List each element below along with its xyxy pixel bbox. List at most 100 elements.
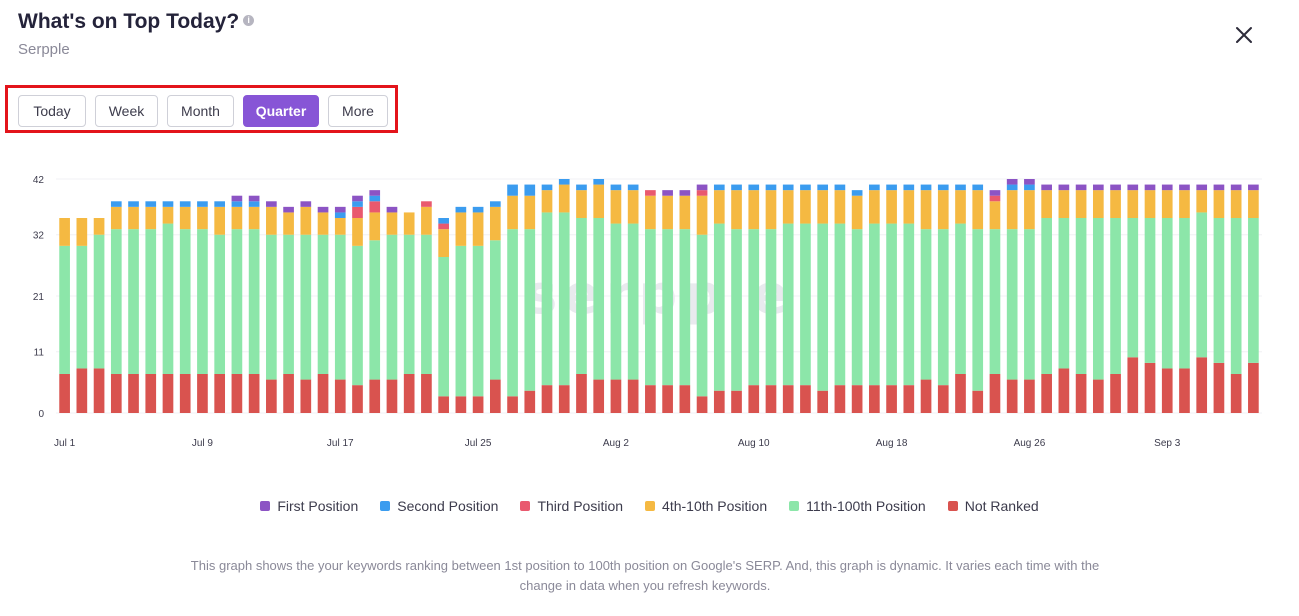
- bar-segment: [1024, 184, 1035, 191]
- bar-segment: [696, 195, 708, 235]
- info-icon[interactable]: i: [243, 14, 255, 26]
- bar-segment: [731, 390, 742, 413]
- bar-segment: [1196, 190, 1208, 213]
- page-subtitle: Serpple: [18, 41, 70, 58]
- tab-month[interactable]: Month: [167, 95, 234, 127]
- bar-segment: [248, 206, 260, 230]
- bar-segment: [472, 245, 484, 397]
- bar-segment: [972, 390, 984, 413]
- bar-segment: [955, 223, 966, 374]
- bar-segment: [1006, 229, 1018, 380]
- bar-segment: [1041, 190, 1052, 218]
- bar-segment: [558, 179, 570, 185]
- bar-segment: [59, 374, 70, 413]
- bar-segment: [214, 201, 226, 207]
- bar-segment: [627, 223, 639, 380]
- bar-segment: [765, 385, 777, 413]
- bar-segment: [851, 195, 863, 230]
- bar-segment: [989, 201, 1001, 230]
- bar-segment: [386, 212, 398, 235]
- legend-item-not-ranked[interactable]: Not Ranked: [947, 498, 1039, 514]
- bar-segment: [1230, 218, 1242, 374]
- bar-segment: [59, 218, 70, 246]
- bar-segment: [920, 379, 932, 413]
- bar-segment: [231, 206, 243, 230]
- bar-segment: [1144, 190, 1156, 218]
- bar-segment: [1144, 184, 1156, 191]
- bar-segment: [438, 229, 449, 257]
- bar-segment: [920, 190, 932, 230]
- bar-segment: [610, 190, 622, 224]
- legend-item-first[interactable]: First Position: [260, 498, 358, 514]
- bar-segment: [369, 212, 381, 241]
- bar-segment: [765, 190, 777, 230]
- legend-swatch: [645, 501, 656, 511]
- x-tick-label: Jul 17: [327, 438, 354, 449]
- bar-segment: [472, 212, 484, 246]
- page-title: What's on Top Today? i: [18, 10, 255, 34]
- bar-segment: [576, 184, 587, 191]
- bar-segment: [1248, 218, 1259, 363]
- bar-segment: [1179, 184, 1190, 191]
- legend-swatch: [789, 501, 800, 511]
- bar-segment: [421, 234, 432, 374]
- bar-segment: [576, 218, 587, 374]
- bar-segment: [1075, 184, 1087, 191]
- bar-segment: [593, 179, 605, 185]
- bar-segment: [1110, 374, 1121, 413]
- bar-segment: [179, 374, 191, 413]
- bar-segment: [869, 190, 880, 224]
- bar-segment: [489, 240, 501, 380]
- tab-quarter[interactable]: Quarter: [243, 95, 319, 127]
- legend-item-4th-10th[interactable]: 4th-10th Position: [645, 498, 767, 514]
- bar-segment: [248, 195, 260, 202]
- bar-segment: [76, 218, 88, 246]
- legend-swatch: [947, 501, 958, 511]
- bar-segment: [1161, 218, 1173, 369]
- bar-segment: [369, 201, 381, 213]
- bar-segment: [1230, 184, 1242, 191]
- bar-segment: [558, 212, 570, 386]
- bar-segment: [145, 229, 157, 374]
- tab-more[interactable]: More: [328, 95, 388, 127]
- bar-segment: [197, 206, 208, 230]
- bar-segment: [558, 184, 570, 213]
- tab-week[interactable]: Week: [95, 95, 158, 127]
- bar-segment: [886, 190, 897, 224]
- bar-segment: [1092, 184, 1104, 191]
- bar-segment: [748, 229, 760, 386]
- legend-item-11th-100th[interactable]: 11th-100th Position: [789, 498, 926, 514]
- legend-label: Second Position: [397, 498, 499, 514]
- close-icon[interactable]: [1233, 24, 1255, 46]
- legend-item-third[interactable]: Third Position: [520, 498, 623, 514]
- bar-segment: [214, 374, 226, 413]
- bar-segment: [93, 234, 105, 369]
- bar-segment: [179, 201, 191, 207]
- bar-segment: [541, 184, 553, 191]
- bar-segment: [266, 234, 277, 380]
- y-tick-label: 21: [33, 292, 45, 303]
- bar-segment: [438, 218, 449, 224]
- bar-segment: [1127, 184, 1139, 191]
- bar-segment: [541, 385, 553, 413]
- legend-label: Third Position: [537, 498, 624, 514]
- bar-segment: [231, 374, 243, 413]
- bar-segment: [214, 234, 226, 374]
- bar-segment: [817, 223, 829, 391]
- bar-segment: [713, 184, 725, 191]
- bar-segment: [248, 229, 260, 374]
- tab-today[interactable]: Today: [18, 95, 86, 127]
- bar-segment: [300, 201, 312, 207]
- legend-item-second[interactable]: Second Position: [380, 498, 498, 514]
- bar-segment: [937, 229, 949, 386]
- y-tick-label: 32: [33, 231, 45, 242]
- bar-segment: [369, 240, 381, 380]
- bar-segment: [1075, 374, 1087, 413]
- bar-segment: [1075, 190, 1087, 218]
- bar-segment: [1024, 229, 1035, 380]
- x-tick-label: Jul 9: [192, 438, 214, 449]
- bar-segment: [59, 245, 70, 374]
- bar-segment: [369, 379, 381, 413]
- bar-segment: [1161, 368, 1173, 413]
- legend-swatch: [260, 501, 271, 511]
